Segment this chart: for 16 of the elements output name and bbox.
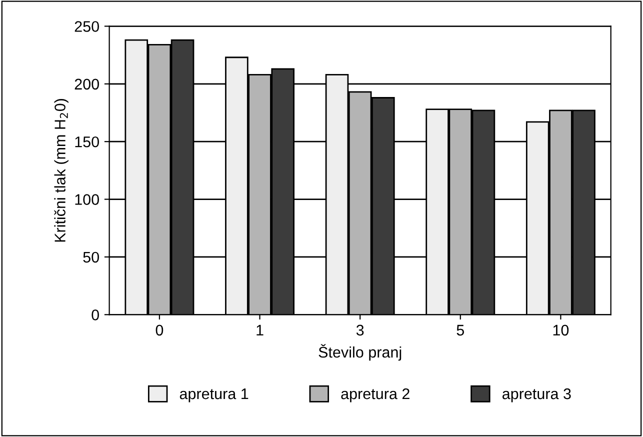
y-tick-label: 150: [75, 136, 99, 148]
y-tick-label: 250: [74, 21, 99, 32]
legend-label: apretura 1: [180, 388, 248, 402]
y-tick-label: 0: [92, 310, 99, 320]
y-axis-title: Kritični tlak (mm H$_{2}$0): [54, 98, 68, 242]
y-tick-label: 100: [75, 194, 99, 205]
x-tick-label: 3: [356, 324, 364, 336]
legend-label: apretura 3: [502, 388, 571, 402]
legend-label: apretura 2: [341, 388, 410, 402]
y-tick-label: 50: [83, 252, 99, 263]
x-tick-label: 10: [553, 324, 569, 336]
x-axis-title: Število pranj: [318, 344, 402, 361]
x-tick-label: 1: [256, 324, 264, 336]
x-tick-label: 0: [156, 324, 164, 336]
y-tick-label: 200: [74, 78, 99, 90]
x-tick-label: 5: [456, 324, 464, 336]
